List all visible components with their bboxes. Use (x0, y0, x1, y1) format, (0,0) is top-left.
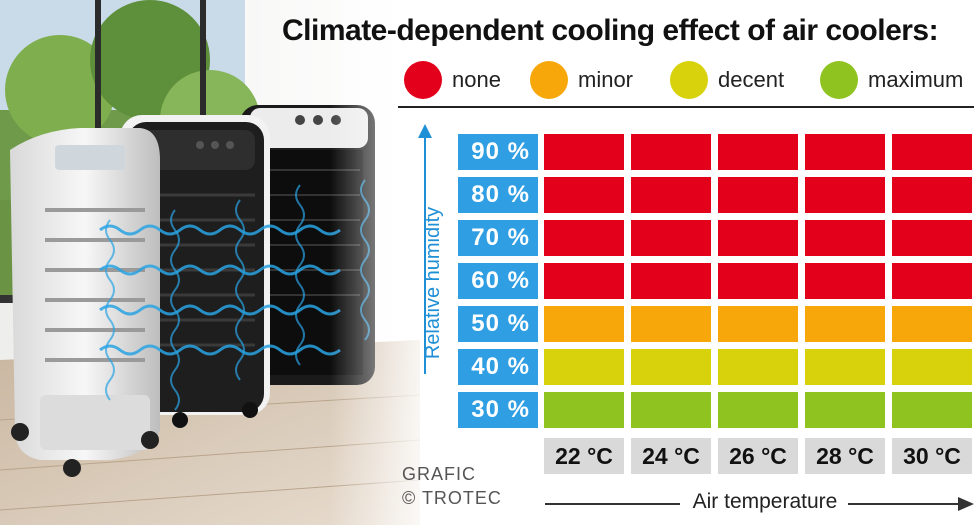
legend-item-minor: minor (530, 60, 633, 100)
heatmap-cell (892, 177, 972, 213)
y-tick-60: 60 % (458, 263, 538, 299)
chart-title: Climate-dependent cooling effect of air … (282, 14, 939, 47)
heatmap-cell (718, 220, 798, 256)
y-tick-40: 40 % (458, 349, 538, 385)
heatmap-cell (718, 263, 798, 299)
heatmap-cell (805, 220, 885, 256)
heatmap-cell (544, 220, 624, 256)
legend-swatch-maximum (820, 61, 858, 99)
y-tick-90: 90 % (458, 134, 538, 170)
heatmap-cell (892, 263, 972, 299)
legend-swatch-none (404, 61, 442, 99)
legend-label-none: none (452, 67, 501, 92)
heatmap-cell (892, 349, 972, 385)
heatmap-cell (544, 263, 624, 299)
heatmap-cell (805, 392, 885, 428)
legend-item-maximum: maximum (820, 60, 963, 100)
heatmap-cell (631, 134, 711, 170)
heatmap-cell (631, 220, 711, 256)
x-axis-line-left (545, 503, 680, 505)
heatmap-cell (544, 177, 624, 213)
x-tick-30: 30 °C (892, 438, 972, 474)
heatmap-cell (718, 177, 798, 213)
heatmap-cell (718, 349, 798, 385)
y-tick-30: 30 % (458, 392, 538, 428)
heatmap-cell (544, 392, 624, 428)
legend-item-none: none (404, 60, 501, 100)
heatmap-cell (631, 177, 711, 213)
legend-label-decent: decent (718, 67, 785, 92)
x-tick-24: 24 °C (631, 438, 711, 474)
heatmap-cell (805, 349, 885, 385)
legend: none minor decent maximum (398, 60, 976, 100)
heatmap-cell (631, 306, 711, 342)
credit-line-1: GRAFIC (402, 464, 477, 484)
legend-divider (398, 106, 974, 108)
heatmap-cell (718, 134, 798, 170)
heatmap-cell (892, 220, 972, 256)
heatmap-cell (718, 392, 798, 428)
heatmap-cell (892, 306, 972, 342)
heatmap-cell (892, 392, 972, 428)
x-tick-22: 22 °C (544, 438, 624, 474)
x-tick-28: 28 °C (805, 438, 885, 474)
legend-swatch-decent (670, 61, 708, 99)
x-axis-arrow (848, 497, 974, 511)
y-tick-50: 50 % (458, 306, 538, 342)
x-axis-label: Air temperature (692, 490, 838, 513)
y-axis-arrow (418, 124, 432, 374)
legend-label-maximum: maximum (868, 67, 964, 92)
heatmap-cell (718, 306, 798, 342)
legend-item-decent: decent (670, 60, 784, 100)
heatmap-cell (631, 349, 711, 385)
heatmap-cell (805, 306, 885, 342)
heatmap-cell (631, 263, 711, 299)
heatmap-cell (544, 306, 624, 342)
heatmap-cell (544, 134, 624, 170)
heatmap-cell (892, 134, 972, 170)
heatmap-cell (805, 263, 885, 299)
x-tick-26: 26 °C (718, 438, 798, 474)
heatmap-cell (544, 349, 624, 385)
heatmap-cell (805, 134, 885, 170)
credit-line-2: © TROTEC (402, 488, 502, 508)
y-tick-70: 70 % (458, 220, 538, 256)
legend-label-minor: minor (578, 67, 634, 92)
y-tick-80: 80 % (458, 177, 538, 213)
credit: GRAFIC © TROTEC (402, 462, 502, 510)
legend-swatch-minor (530, 61, 568, 99)
heatmap-cell (631, 392, 711, 428)
heatmap-cell (805, 177, 885, 213)
